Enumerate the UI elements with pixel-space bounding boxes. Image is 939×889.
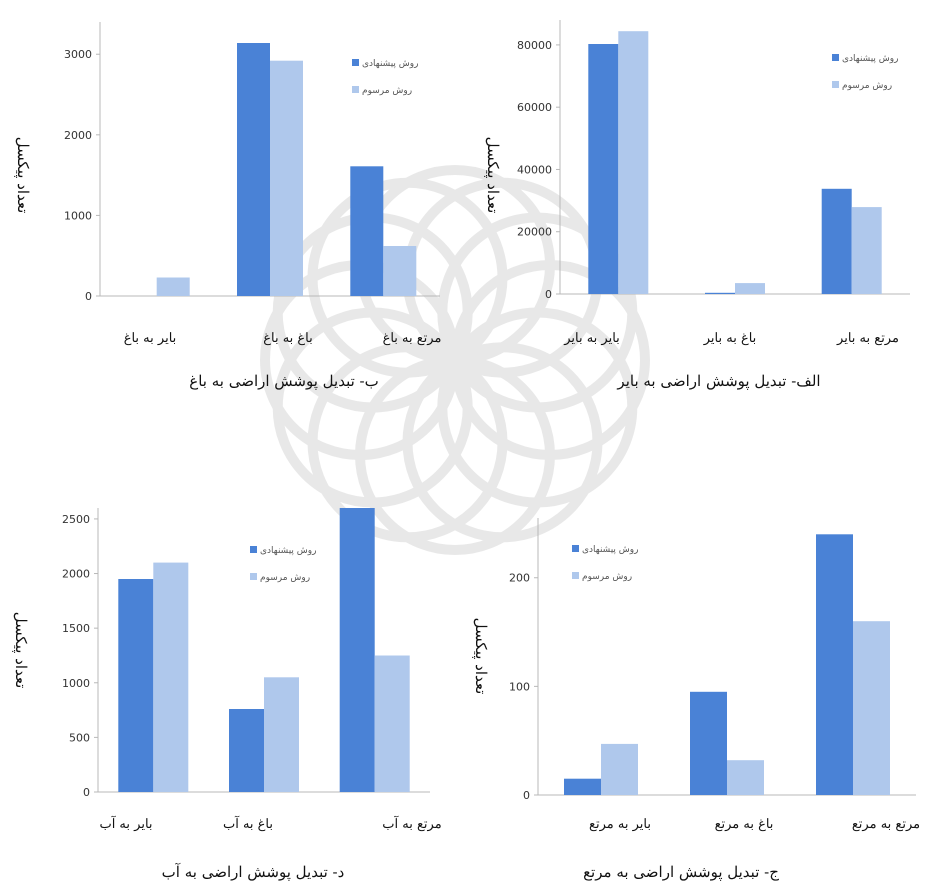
bar-conventional <box>374 655 410 792</box>
x-tick-label: باغ به باغ <box>263 331 313 346</box>
watermark-ring <box>272 307 473 508</box>
bar-proposed <box>350 166 384 296</box>
bar-proposed <box>588 44 619 294</box>
bar-conventional <box>264 677 299 792</box>
x-tick-label: بایر به مرتع <box>589 817 651 832</box>
y-tick-label: 1000 <box>62 677 90 690</box>
y-axis-title: تعداد پیکسل <box>472 618 490 695</box>
x-tick-label: باغ به مرتع <box>715 817 774 832</box>
x-tick-label: بایر به آب <box>99 815 152 832</box>
x-tick-label: مرتع به مرتع <box>852 817 920 832</box>
bar-proposed <box>118 579 154 792</box>
chart-a: 0 20000 40000 60000 80000 بایر به بایر باغ به … <box>484 20 910 390</box>
y-tick-label: 500 <box>69 731 90 744</box>
y-tick-label: 80000 <box>517 39 552 52</box>
chart-b: 0 1000 2000 3000 بایر به باغ باغ به باغ مرتع ب… <box>14 22 441 390</box>
watermark-ring <box>307 177 508 378</box>
bar-proposed <box>339 508 375 792</box>
y-tick-label: 2000 <box>62 568 90 581</box>
chart-caption: الف- تبدیل پوشش اراضی به بایر <box>616 372 820 390</box>
chart-c: 0 100 200 بایر به مرتع باغ به مرتع مرتع به مر… <box>472 518 920 881</box>
y-axis-title: تعداد پیکسل <box>484 137 502 214</box>
x-tick-label: مرتع به باغ <box>383 331 442 346</box>
y-tick-label: 0 <box>83 786 90 799</box>
y-tick-label: 1000 <box>64 209 92 222</box>
bar-conventional <box>153 562 189 792</box>
legend-swatch <box>250 573 257 580</box>
bar-proposed <box>229 709 264 792</box>
legend-swatch <box>352 59 359 66</box>
x-tick-label: مرتع به بایر <box>836 331 899 346</box>
y-axis-title: تعداد پیکسل <box>14 137 32 214</box>
watermark-ring <box>402 342 603 543</box>
x-tick-label: باغ به بایر <box>703 331 757 346</box>
y-axis-title: تعداد پیکسل <box>12 612 30 689</box>
legend-label: روش پیشنهادی <box>260 546 316 556</box>
y-tick-label: 2500 <box>62 513 90 526</box>
legend-swatch <box>352 86 359 93</box>
bar-proposed <box>564 778 601 795</box>
y-tick-label: 0 <box>545 288 552 301</box>
y-tick-label: 200 <box>509 572 530 585</box>
bar-proposed <box>705 292 735 294</box>
y-tick-label: 20000 <box>517 226 552 239</box>
y-tick-label: 3000 <box>64 48 92 61</box>
y-tick-label: 0 <box>85 290 92 303</box>
legend-label: روش پیشنهادی <box>362 59 418 69</box>
bar-proposed <box>821 188 852 294</box>
bar-conventional <box>601 743 638 795</box>
y-tick-label: 60000 <box>517 101 552 114</box>
bar-proposed <box>816 534 853 795</box>
x-tick-label: بایر به باغ <box>124 331 177 346</box>
bar-proposed <box>237 43 270 296</box>
watermark-emblem <box>260 165 650 555</box>
legend-swatch <box>572 572 579 579</box>
legend-swatch <box>250 546 257 553</box>
watermark-ring <box>437 212 638 413</box>
legend-label: روش مرسوم <box>582 572 632 582</box>
chart-caption: ب- تبدیل پوشش اراضی به باغ <box>189 372 379 390</box>
legend-swatch <box>832 81 839 88</box>
y-tick-label: 1500 <box>62 622 90 635</box>
chart-caption: ج- تبدیل پوشش اراضی به مرتع <box>583 863 779 881</box>
x-tick-label: بایر به بایر <box>563 331 620 346</box>
y-tick-label: 100 <box>509 680 530 693</box>
legend-swatch <box>572 545 579 552</box>
legend-label: روش مرسوم <box>842 81 892 91</box>
watermark-ring <box>437 307 638 508</box>
bar-conventional <box>735 283 765 294</box>
legend-label: روش پیشنهادی <box>582 545 638 555</box>
watermark-ring <box>450 260 650 460</box>
y-tick-label: 2000 <box>64 129 92 142</box>
bar-conventional <box>156 277 190 296</box>
bar-conventional <box>851 207 882 294</box>
watermark-ring <box>307 342 508 543</box>
x-tick-label: باغ به آب <box>223 815 273 832</box>
legend-swatch <box>832 54 839 61</box>
watermark-ring <box>355 355 555 555</box>
chart-caption: د- تبدیل پوشش اراضی به آب <box>162 863 345 881</box>
legend-label: روش پیشنهادی <box>842 54 898 64</box>
x-tick-label: مرتع به آب <box>382 815 441 832</box>
bar-conventional <box>727 760 764 795</box>
bar-conventional <box>270 60 303 297</box>
legend-label: روش مرسوم <box>362 86 412 96</box>
legend-label: روش مرسوم <box>260 573 310 583</box>
bar-conventional <box>383 246 417 296</box>
bar-conventional <box>853 621 890 795</box>
bar-proposed <box>690 691 727 795</box>
y-tick-label: 0 <box>523 789 530 802</box>
y-tick-label: 40000 <box>517 163 552 176</box>
bar-conventional <box>618 31 649 294</box>
chart-d: 0 500 1000 1500 2000 2500 بایر به آب باغ به آب م… <box>12 508 442 881</box>
